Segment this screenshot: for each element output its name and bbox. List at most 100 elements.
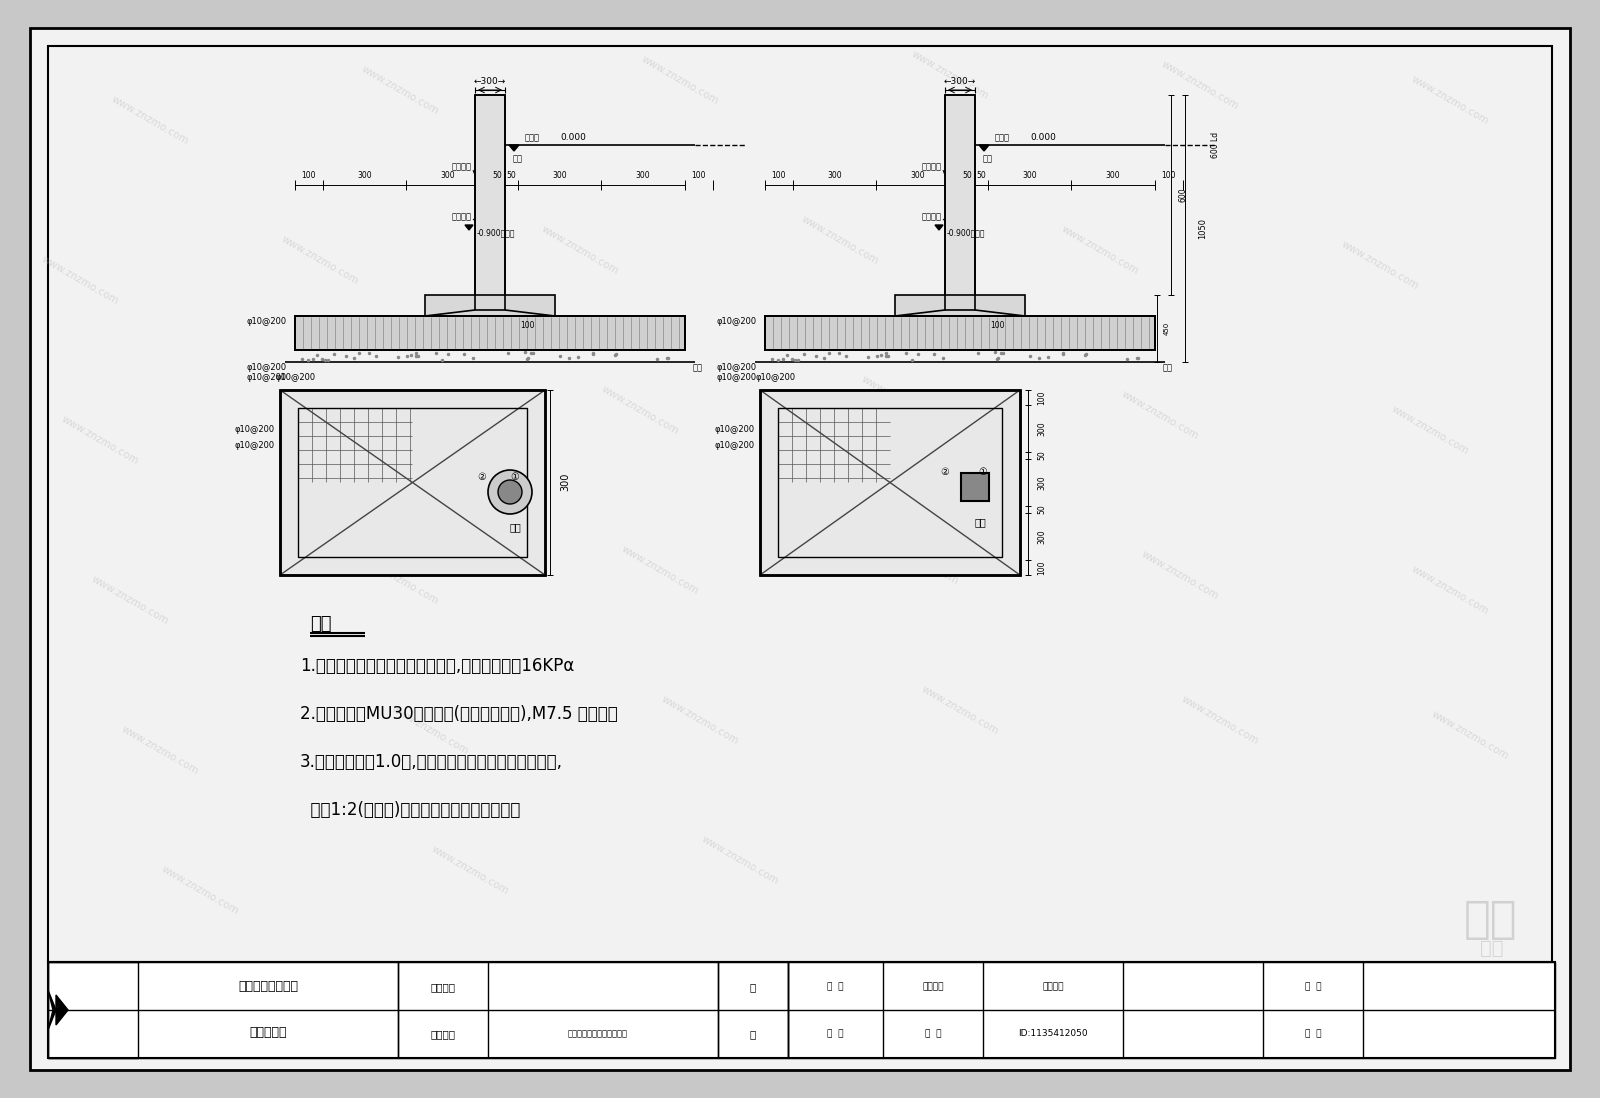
Bar (294, 316, 685, 350)
Text: 日  期: 日 期 (1304, 1030, 1322, 1039)
Text: 100: 100 (302, 171, 317, 180)
Text: ID:1135412050: ID:1135412050 (1018, 1030, 1088, 1039)
Bar (894, 295, 1026, 316)
Text: www.znzmo.com: www.znzmo.com (330, 394, 410, 446)
Text: 垫层: 垫层 (693, 363, 702, 372)
Polygon shape (979, 145, 989, 152)
Text: 知末: 知末 (1464, 898, 1517, 941)
Text: www.znzmo.com: www.znzmo.com (539, 224, 621, 277)
Text: www.znzmo.com: www.znzmo.com (160, 864, 240, 916)
Text: 300: 300 (1106, 171, 1120, 180)
Text: www.znzmo.com: www.znzmo.com (360, 64, 440, 116)
Text: www.znzmo.com: www.znzmo.com (390, 704, 470, 757)
Bar (398, 962, 718, 1058)
Text: www.znzmo.com: www.znzmo.com (910, 48, 990, 101)
Bar (294, 316, 685, 350)
Text: 100: 100 (691, 171, 706, 180)
Text: www.znzmo.com: www.znzmo.com (859, 373, 941, 426)
Bar (946, 96, 974, 310)
Text: 比  例: 比 例 (1304, 983, 1322, 991)
Text: 300: 300 (1037, 475, 1046, 490)
Text: 二次接駁: 二次接駁 (453, 163, 472, 171)
Text: 作成1:2(高比长)的阶梯形，严禁基底为坡形: 作成1:2(高比长)的阶梯形，严禁基底为坡形 (301, 802, 520, 819)
Text: ①: ① (510, 472, 520, 482)
Bar (718, 962, 787, 1058)
Text: 100: 100 (520, 322, 534, 330)
Polygon shape (466, 225, 474, 229)
Text: 100: 100 (1162, 171, 1176, 180)
Text: 工程名称: 工程名称 (430, 1029, 456, 1039)
Text: ←300→: ←300→ (944, 77, 976, 86)
Bar (765, 316, 1155, 350)
Text: www.znzmo.com: www.znzmo.com (659, 694, 741, 747)
Text: 审  核: 审 核 (827, 1030, 843, 1039)
Bar (48, 962, 398, 1058)
Bar (280, 390, 546, 575)
Text: 2.基础砌体用MU30以上毛石(如坚质石灰石),M7.5 水泥砂浆: 2.基础砌体用MU30以上毛石(如坚质石灰石),M7.5 水泥砂浆 (301, 705, 618, 722)
Text: 1.本工程为天然条形浆砌毛石基础,地基承载力为16KPα: 1.本工程为天然条形浆砌毛石基础,地基承载力为16KPα (301, 657, 574, 675)
Text: 3.基础设计埋深1.0米,如果基底不平使埋置深度有变化,: 3.基础设计埋深1.0米,如果基底不平使埋置深度有变化, (301, 753, 563, 771)
Text: 50: 50 (976, 171, 986, 180)
Text: www.znzmo.com: www.znzmo.com (1410, 74, 1490, 126)
Text: 项目负责: 项目负责 (922, 983, 944, 991)
Text: 300: 300 (1037, 529, 1046, 544)
Text: 300: 300 (1022, 171, 1037, 180)
Text: 50: 50 (962, 171, 971, 180)
Text: 垫层: 垫层 (1163, 363, 1173, 372)
Polygon shape (56, 995, 67, 1026)
Text: 0.000: 0.000 (560, 134, 586, 143)
Text: φ10@200: φ10@200 (235, 426, 275, 435)
Text: 家居新色彩: 家居新色彩 (250, 1026, 286, 1039)
Text: www.znzmo.com: www.znzmo.com (430, 843, 510, 896)
Text: 300: 300 (552, 171, 566, 180)
Bar (280, 390, 546, 575)
Text: www.znzmo.com: www.znzmo.com (1179, 694, 1261, 747)
Text: www.znzmo.com: www.znzmo.com (1339, 238, 1421, 291)
Bar (946, 96, 974, 310)
Text: φ10@200: φ10@200 (246, 363, 286, 372)
Text: φ10@200: φ10@200 (715, 440, 755, 449)
Bar (962, 473, 989, 501)
Circle shape (498, 480, 522, 504)
Text: 建设单位: 建设单位 (430, 982, 456, 991)
Text: φ10@200: φ10@200 (275, 373, 315, 382)
Text: 廊柱: 廊柱 (514, 155, 523, 164)
Text: 一次接駁: 一次接駁 (453, 213, 472, 222)
Bar (765, 316, 1155, 350)
Text: 图: 图 (750, 982, 757, 991)
Text: www.znzmo.com: www.znzmo.com (1139, 549, 1221, 602)
Text: www.znzmo.com: www.znzmo.com (1390, 404, 1470, 456)
Text: φ10@200: φ10@200 (717, 363, 757, 372)
Text: 300: 300 (1037, 422, 1046, 436)
Text: www.znzmo.com: www.znzmo.com (800, 214, 880, 266)
Text: 知末: 知末 (1480, 939, 1504, 957)
Text: φ10@200: φ10@200 (715, 426, 755, 435)
Text: 管墩: 管墩 (509, 522, 522, 533)
Text: φ10@200: φ10@200 (246, 373, 286, 382)
Text: （本图未加盖出图章无效）: （本图未加盖出图章无效） (568, 1030, 627, 1039)
Text: www.znzmo.com: www.znzmo.com (699, 833, 781, 886)
Bar (778, 408, 1002, 557)
Text: 校  对: 校 对 (925, 1030, 941, 1039)
Text: ②: ② (941, 467, 949, 477)
Text: φ10@200: φ10@200 (246, 316, 286, 325)
Bar (760, 390, 1021, 575)
Text: 审  定: 审 定 (827, 983, 843, 991)
Text: φ10@200: φ10@200 (717, 373, 757, 382)
Bar (475, 96, 506, 310)
Text: 300: 300 (442, 171, 456, 180)
Text: www.znzmo.com: www.znzmo.com (120, 724, 200, 776)
Circle shape (488, 470, 531, 514)
Polygon shape (509, 145, 518, 152)
Text: 一次接駁: 一次接駁 (922, 213, 942, 222)
Bar (48, 962, 1555, 1058)
Text: 600: 600 (1179, 188, 1187, 202)
Text: 说明: 说明 (310, 615, 331, 634)
Text: 名: 名 (750, 1029, 757, 1039)
Bar (48, 46, 1552, 962)
Text: ←300→: ←300→ (474, 77, 506, 86)
Text: www.znzmo.com: www.znzmo.com (110, 93, 190, 146)
Text: 二次接駁: 二次接駁 (922, 163, 942, 171)
Text: φ10@200: φ10@200 (235, 440, 275, 449)
Bar (48, 962, 138, 1058)
